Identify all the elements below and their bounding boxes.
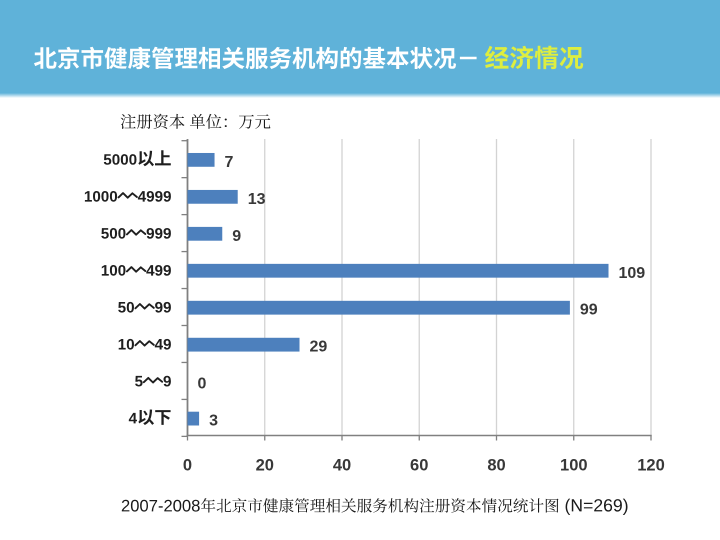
svg-text:3: 3 xyxy=(209,413,218,430)
svg-text:80: 80 xyxy=(487,456,505,474)
svg-text:29: 29 xyxy=(310,339,328,356)
svg-text:20: 20 xyxy=(256,456,274,474)
svg-text:120: 120 xyxy=(637,456,665,474)
svg-text:40: 40 xyxy=(333,456,351,474)
svg-text:60: 60 xyxy=(410,456,428,474)
svg-text:0: 0 xyxy=(183,456,192,474)
svg-text:7: 7 xyxy=(225,154,234,171)
svg-text:13: 13 xyxy=(248,191,266,208)
svg-text:0: 0 xyxy=(198,376,207,393)
svg-text:100: 100 xyxy=(560,456,588,474)
svg-text:109: 109 xyxy=(619,265,646,282)
svg-text:99: 99 xyxy=(580,302,598,319)
svg-text:9: 9 xyxy=(232,228,241,245)
